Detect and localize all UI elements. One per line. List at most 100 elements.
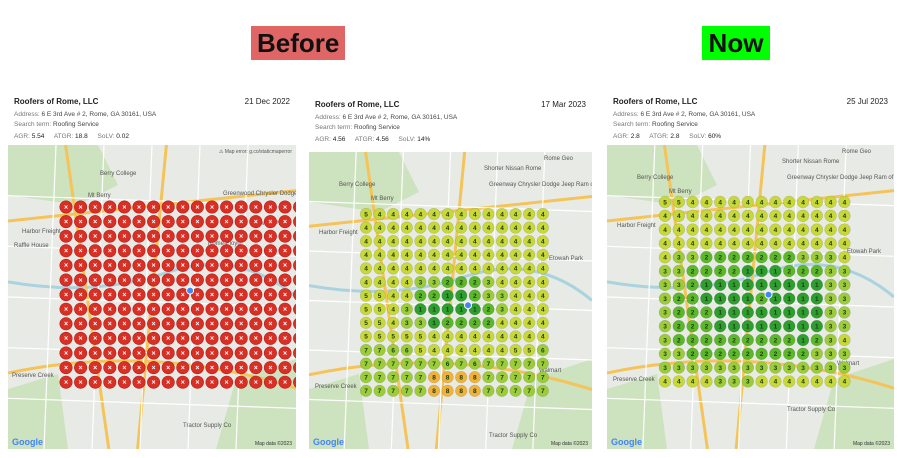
rank-marker[interactable]: 4: [672, 375, 686, 388]
rank-marker[interactable]: 7: [495, 357, 509, 370]
rank-marker[interactable]: ×: [117, 215, 131, 229]
rank-marker[interactable]: 2: [713, 264, 727, 278]
rank-marker[interactable]: ×: [278, 302, 292, 316]
rank-marker[interactable]: 1: [796, 306, 810, 319]
rank-marker[interactable]: ×: [117, 200, 131, 214]
rank-marker[interactable]: ×: [117, 288, 131, 302]
rank-marker[interactable]: ×: [161, 346, 175, 360]
rank-marker[interactable]: ×: [103, 200, 117, 214]
rank-marker[interactable]: 4: [509, 248, 522, 261]
rank-marker[interactable]: ×: [263, 288, 277, 302]
rank-marker[interactable]: 4: [509, 207, 522, 221]
rank-marker[interactable]: 2: [755, 292, 768, 305]
rank-marker[interactable]: 4: [727, 195, 741, 209]
rank-marker[interactable]: 7: [373, 371, 386, 384]
rank-marker[interactable]: 2: [686, 333, 699, 347]
rank-marker[interactable]: ×: [220, 258, 234, 272]
rank-marker[interactable]: 3: [824, 333, 837, 347]
rank-marker[interactable]: 4: [536, 275, 549, 289]
rank-marker[interactable]: ×: [176, 346, 190, 360]
rank-marker[interactable]: 7: [387, 371, 400, 384]
rank-marker[interactable]: 3: [838, 361, 851, 374]
rank-marker[interactable]: ×: [220, 288, 234, 302]
rank-marker[interactable]: 3: [658, 278, 672, 292]
rank-marker[interactable]: 2: [414, 289, 427, 302]
rank-marker[interactable]: ×: [293, 318, 296, 330]
rank-marker[interactable]: 1: [783, 292, 796, 305]
rank-marker[interactable]: 4: [441, 248, 454, 261]
rank-marker[interactable]: ×: [161, 361, 175, 375]
rank-marker[interactable]: ×: [249, 361, 263, 375]
rank-marker[interactable]: ×: [74, 375, 88, 389]
rank-marker[interactable]: ×: [176, 200, 190, 214]
rank-marker[interactable]: ×: [59, 229, 73, 243]
rank-marker[interactable]: ×: [176, 273, 190, 287]
rank-marker[interactable]: ×: [176, 288, 190, 302]
rank-marker[interactable]: 8: [455, 371, 468, 384]
rank-marker[interactable]: ×: [147, 244, 161, 258]
rank-marker[interactable]: 7: [387, 384, 400, 397]
rank-marker[interactable]: 3: [672, 250, 686, 264]
rank-marker[interactable]: 2: [713, 250, 727, 264]
rank-marker[interactable]: ×: [293, 215, 296, 228]
rank-marker[interactable]: 1: [741, 264, 755, 278]
rank-marker[interactable]: ×: [278, 346, 292, 360]
rank-marker[interactable]: 1: [769, 278, 782, 292]
rank-marker[interactable]: 4: [427, 343, 441, 357]
rank-marker[interactable]: 7: [509, 371, 522, 384]
rank-marker[interactable]: ×: [278, 361, 292, 375]
rank-marker[interactable]: 3: [824, 320, 837, 333]
rank-marker[interactable]: 4: [373, 221, 386, 234]
rank-marker[interactable]: ×: [234, 346, 248, 360]
rank-marker[interactable]: 3: [672, 347, 686, 361]
rank-marker[interactable]: 5: [359, 207, 373, 221]
rank-marker[interactable]: 4: [741, 237, 755, 250]
rank-marker[interactable]: 5: [359, 303, 373, 316]
rank-marker[interactable]: ×: [220, 302, 234, 316]
rank-marker[interactable]: 2: [441, 275, 454, 289]
rank-marker[interactable]: 4: [755, 375, 768, 388]
rank-marker[interactable]: 3: [427, 275, 441, 289]
rank-marker[interactable]: 4: [755, 237, 768, 250]
rank-marker[interactable]: 4: [658, 375, 672, 388]
rank-marker[interactable]: 4: [509, 316, 522, 329]
rank-marker[interactable]: 4: [769, 223, 782, 236]
rank-marker[interactable]: ×: [117, 346, 131, 360]
rank-marker[interactable]: 3: [769, 361, 782, 374]
rank-marker[interactable]: ×: [88, 215, 102, 229]
rank-marker[interactable]: 7: [359, 357, 373, 370]
rank-marker[interactable]: ×: [161, 375, 175, 389]
rank-marker[interactable]: 1: [441, 303, 454, 316]
rank-marker[interactable]: 2: [700, 250, 713, 264]
rank-marker[interactable]: ×: [132, 258, 146, 272]
rank-marker[interactable]: ×: [234, 375, 248, 389]
rank-marker[interactable]: 1: [468, 303, 481, 316]
rank-marker[interactable]: ×: [74, 244, 88, 258]
rank-marker[interactable]: 4: [455, 330, 468, 343]
rank-marker[interactable]: 3: [672, 264, 686, 278]
rank-marker[interactable]: 3: [482, 289, 495, 302]
rank-marker[interactable]: ×: [74, 346, 88, 360]
rank-marker[interactable]: 4: [658, 250, 672, 264]
rank-marker[interactable]: 4: [783, 195, 796, 209]
rank-marker[interactable]: 2: [755, 250, 768, 264]
rank-marker[interactable]: 2: [468, 275, 481, 289]
business-pin[interactable]: [464, 301, 472, 310]
rank-marker[interactable]: 1: [755, 320, 768, 333]
rank-marker[interactable]: ×: [74, 273, 88, 287]
rank-marker[interactable]: ×: [249, 273, 263, 287]
rank-marker[interactable]: ×: [147, 288, 161, 302]
rank-marker[interactable]: ×: [234, 215, 248, 229]
rank-marker[interactable]: ×: [103, 346, 117, 360]
rank-marker[interactable]: 4: [495, 343, 509, 357]
rank-marker[interactable]: ×: [263, 375, 277, 389]
rank-marker[interactable]: 4: [523, 330, 536, 343]
rank-marker[interactable]: 2: [755, 347, 768, 361]
rank-marker[interactable]: 4: [441, 207, 454, 221]
rank-marker[interactable]: 4: [523, 207, 536, 221]
rank-marker[interactable]: ×: [103, 273, 117, 287]
rank-marker[interactable]: ×: [234, 244, 248, 258]
rank-marker[interactable]: 7: [536, 384, 549, 397]
rank-marker[interactable]: 2: [686, 278, 699, 292]
rank-marker[interactable]: 1: [810, 320, 824, 333]
